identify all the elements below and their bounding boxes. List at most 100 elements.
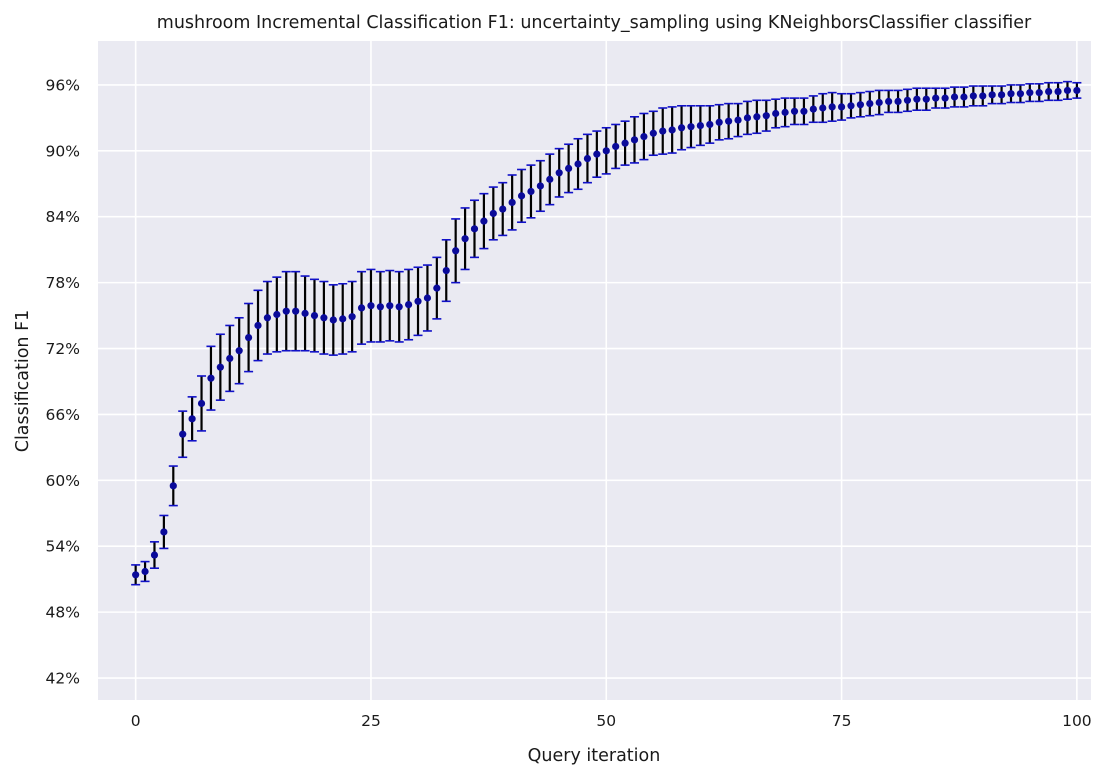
data-point: [555, 169, 563, 177]
data-point: [866, 100, 874, 108]
y-tick-label: 78%: [46, 274, 80, 292]
data-point: [922, 95, 930, 103]
data-point: [687, 123, 695, 131]
data-point: [536, 182, 544, 190]
data-point: [527, 187, 535, 196]
y-tick-label: 66%: [46, 406, 80, 424]
data-point: [254, 321, 262, 330]
data-point: [405, 301, 413, 309]
data-point: [244, 333, 253, 342]
data-point: [885, 97, 893, 106]
data-point: [790, 107, 799, 115]
data-point: [1035, 89, 1043, 97]
data-point: [320, 314, 328, 322]
y-tick-label: 90%: [46, 142, 80, 160]
data-point: [856, 101, 864, 109]
data-point: [169, 482, 177, 490]
data-point: [649, 129, 657, 137]
data-point: [508, 198, 516, 207]
y-tick-label: 84%: [46, 208, 80, 226]
data-point: [800, 107, 808, 115]
data-point: [367, 302, 375, 310]
data-point: [423, 294, 432, 302]
data-point: [263, 314, 272, 322]
data-point: [762, 112, 770, 120]
data-points: [132, 86, 1081, 579]
data-point: [132, 571, 140, 579]
data-point: [630, 136, 639, 144]
data-point: [376, 303, 384, 311]
data-point: [517, 192, 526, 200]
data-point: [395, 303, 403, 311]
data-point: [329, 316, 337, 324]
data-point: [819, 104, 827, 112]
data-point: [659, 127, 667, 135]
data-point: [772, 109, 780, 118]
data-point: [216, 363, 224, 371]
x-tick-label: 75: [832, 712, 852, 730]
data-point: [150, 551, 159, 559]
data-point: [489, 209, 497, 218]
x-axis-label: Query iteration: [528, 746, 661, 766]
data-point: [565, 164, 573, 173]
data-point: [226, 354, 234, 363]
data-point: [809, 105, 817, 113]
data-point: [696, 121, 704, 130]
data-point: [583, 154, 592, 163]
data-point: [828, 103, 836, 111]
data-point: [960, 93, 968, 101]
data-point: [903, 96, 912, 104]
data-point: [743, 114, 752, 122]
data-point: [141, 567, 149, 576]
data-point: [913, 95, 921, 103]
data-point: [235, 347, 243, 355]
data-point: [677, 124, 686, 132]
data-point: [753, 113, 761, 121]
data-point: [357, 304, 366, 312]
data-point: [988, 91, 996, 99]
data-point: [470, 225, 479, 233]
x-tick-label: 100: [1062, 712, 1092, 730]
data-point: [574, 160, 582, 168]
data-point: [452, 247, 460, 255]
data-point: [179, 430, 187, 438]
data-point: [197, 399, 206, 408]
y-tick-label: 42%: [46, 670, 80, 688]
data-point: [837, 103, 846, 111]
data-point: [282, 307, 290, 315]
data-point: [480, 217, 488, 225]
data-point: [847, 102, 855, 110]
data-point: [160, 528, 168, 536]
data-point: [433, 284, 441, 292]
data-point: [1045, 87, 1053, 96]
data-point: [602, 147, 610, 155]
data-point: [997, 91, 1006, 99]
data-point: [640, 132, 648, 141]
y-tick-label: 54%: [46, 538, 80, 556]
data-point: [442, 266, 450, 275]
data-point: [339, 315, 347, 323]
x-tick-label: 0: [131, 712, 141, 730]
data-point: [950, 93, 959, 101]
x-tick-label: 50: [596, 712, 616, 730]
tick-labels: 0 25 50 75 100 42% 48% 54% 60% 66% 72% 78% 84% 90% 96%: [46, 76, 1092, 730]
data-point: [969, 92, 977, 100]
data-point: [207, 374, 215, 382]
data-point: [932, 94, 940, 102]
plot-area: [98, 41, 1091, 700]
data-point: [546, 175, 554, 183]
data-point: [292, 307, 300, 315]
data-point: [612, 142, 620, 151]
data-point: [1073, 86, 1081, 95]
data-point: [715, 118, 723, 126]
data-point: [1054, 87, 1062, 96]
grid: [98, 41, 1091, 700]
data-point: [875, 98, 883, 107]
data-point: [499, 205, 507, 213]
data-point: [668, 126, 676, 134]
data-point: [273, 310, 281, 319]
data-point: [979, 92, 987, 100]
data-point: [1063, 86, 1072, 95]
data-point: [1026, 89, 1034, 97]
y-tick-label: 48%: [46, 604, 80, 622]
